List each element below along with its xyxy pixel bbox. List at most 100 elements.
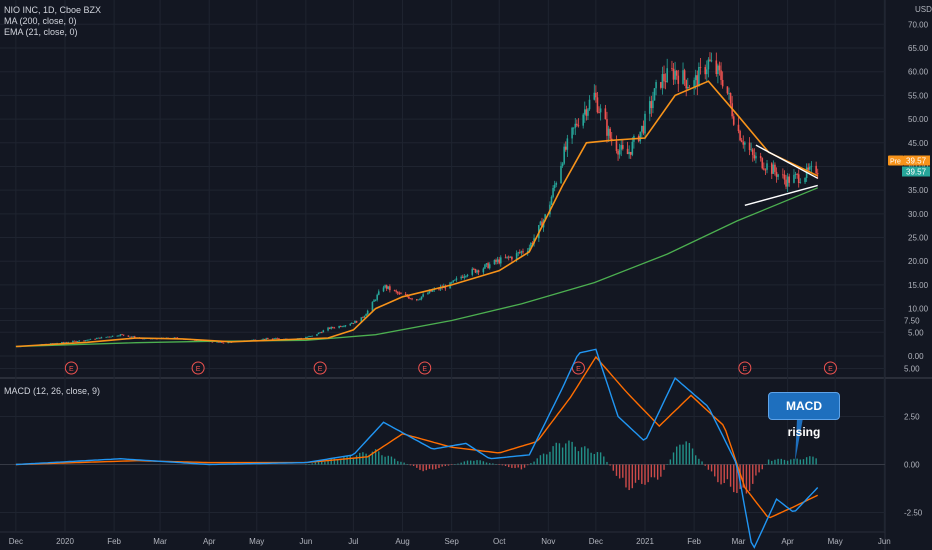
candle-body	[341, 326, 344, 328]
macd-histogram-bar	[650, 464, 653, 478]
macd-histogram-bar	[305, 464, 307, 465]
price-tick-label: 50.00	[908, 115, 929, 124]
macd-histogram-bar	[755, 464, 757, 476]
legend-ema: EMA (21, close, 0)	[4, 27, 78, 37]
macd-histogram-bar	[790, 459, 792, 465]
candle-body	[130, 336, 133, 338]
candle-body	[419, 299, 421, 300]
macd-histogram-bar	[723, 464, 725, 483]
candle-body	[216, 341, 218, 343]
candle-body	[782, 174, 784, 176]
pre-tag-label: Pre	[890, 158, 901, 165]
candle-body	[351, 323, 353, 324]
candle-body	[110, 336, 112, 338]
candle-body	[373, 300, 375, 302]
candle-body	[309, 336, 312, 337]
earnings-marker	[191, 361, 205, 375]
macd-histogram-bar	[504, 464, 507, 467]
time-tick-label: Feb	[107, 537, 121, 546]
candle-body	[566, 138, 569, 150]
candle-body	[330, 327, 333, 329]
macd-histogram-bar	[752, 464, 754, 484]
candle-body	[606, 119, 608, 136]
candle-body	[622, 145, 624, 149]
candle-body	[67, 342, 69, 343]
candle-body	[772, 164, 775, 174]
time-tick-label: Feb	[687, 537, 701, 546]
earnings-marker-label: E	[422, 366, 427, 373]
macd-histogram-bar	[473, 460, 475, 465]
candle-body	[593, 92, 596, 100]
macd-histogram-bar	[574, 446, 576, 465]
candle-body	[522, 251, 524, 253]
macd-histogram-bar	[479, 460, 481, 465]
candle-body	[693, 80, 695, 88]
macd-histogram-bar	[644, 464, 646, 485]
candle-body	[366, 310, 369, 315]
candle-body	[393, 290, 396, 291]
macd-histogram-bar	[466, 460, 469, 465]
last-value-label: 39.57	[906, 167, 927, 176]
macd-histogram-bar	[431, 464, 434, 470]
candle-body	[376, 294, 378, 300]
macd-histogram-bar	[777, 458, 779, 465]
macd-histogram-bar	[815, 458, 817, 465]
price-tick-label: 60.00	[908, 68, 929, 77]
candle-body	[766, 163, 768, 170]
macd-histogram-bar	[327, 460, 329, 465]
macd-histogram-bar	[767, 459, 770, 465]
macd-histogram-bar	[666, 464, 668, 465]
earnings-marker	[313, 361, 327, 375]
macd-histogram-bar	[387, 455, 389, 465]
macd-histogram-bar	[571, 441, 573, 465]
macd-histogram-bar	[799, 459, 802, 465]
macd-histogram-bar	[714, 464, 716, 477]
price-tick-label: 0.00	[908, 352, 924, 361]
candle-body	[311, 335, 314, 337]
macd-histogram-bar	[378, 451, 380, 465]
macd-histogram-bar	[786, 460, 789, 465]
macd-histogram-bar	[400, 461, 402, 465]
macd-histogram-bar	[425, 464, 428, 471]
macd-histogram-bar	[647, 464, 649, 483]
macd-histogram-bar	[568, 440, 570, 465]
time-tick-label: Jun	[299, 537, 312, 546]
legend-macd: MACD (12, 26, close, 9)	[4, 386, 101, 396]
candle-body	[588, 99, 591, 110]
candle-body	[211, 341, 214, 343]
macd-histogram-bar	[397, 461, 399, 465]
macd-histogram-bar	[517, 464, 519, 468]
time-tick-label: 2021	[636, 537, 654, 546]
time-tick-label: May	[828, 537, 843, 546]
price-tick-label: 45.00	[908, 139, 929, 148]
candle-body	[685, 80, 688, 89]
candle-body	[661, 74, 664, 88]
candle-body	[631, 141, 634, 155]
macd-histogram-bar	[691, 448, 694, 465]
candle-body	[504, 257, 507, 259]
candle-body	[541, 221, 543, 228]
macd-histogram-bar	[340, 458, 342, 465]
macd-histogram-bar	[359, 452, 361, 465]
macd-histogram-bar	[672, 452, 675, 465]
earnings-marker-label: E	[196, 366, 201, 373]
candle-body	[362, 317, 364, 319]
macd-histogram-bar	[682, 444, 684, 465]
candle-body	[471, 268, 474, 275]
candle-body	[530, 243, 532, 248]
macd-histogram-bar	[311, 463, 313, 465]
time-tick-label: Jul	[348, 537, 358, 546]
candle-body	[582, 114, 584, 126]
candle-body	[377, 291, 380, 295]
macd-histogram-bar	[412, 464, 415, 466]
candle-body	[327, 327, 329, 331]
candle-body	[718, 65, 721, 71]
macd-histogram-bar	[492, 463, 494, 465]
candle-body	[73, 340, 76, 342]
candle-body	[105, 336, 108, 338]
macd-histogram-bar	[726, 464, 729, 480]
candle-body	[385, 285, 388, 289]
macd-histogram-bar	[511, 464, 513, 468]
candle-body	[265, 338, 268, 340]
